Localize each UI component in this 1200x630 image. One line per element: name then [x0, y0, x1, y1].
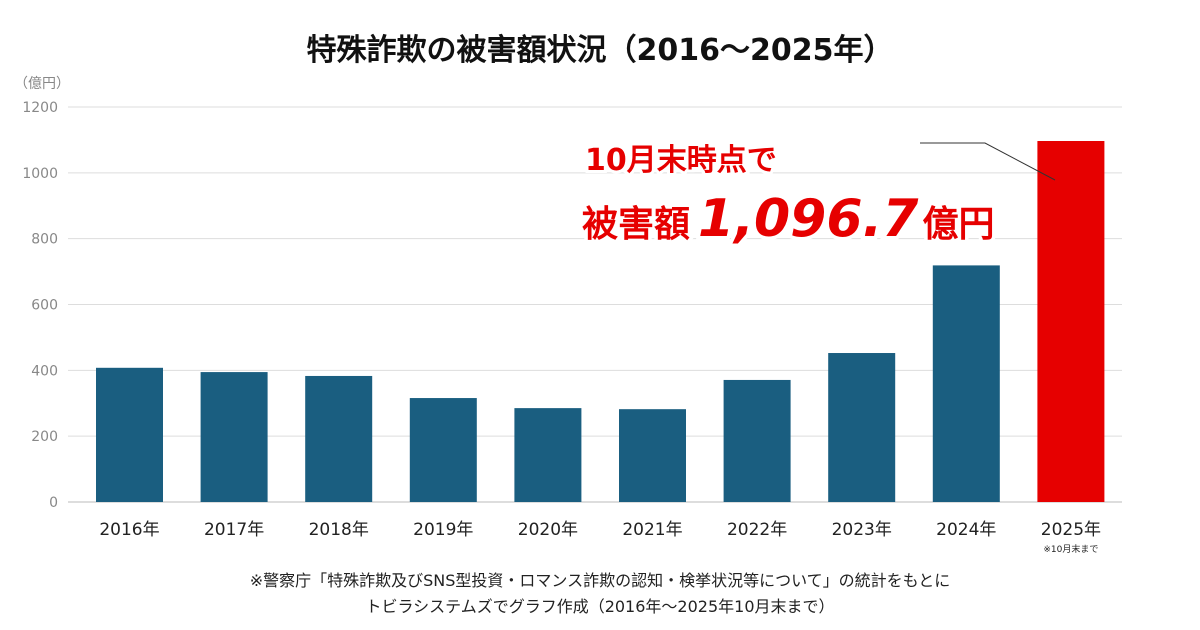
y-tick-label: 600 — [31, 298, 58, 314]
annotation-line2: 被害額 1,096.7 億円 — [582, 189, 994, 249]
y-tick-label: 400 — [31, 363, 58, 379]
bar-2021年 — [619, 409, 686, 502]
bar-2025年 — [1037, 141, 1105, 502]
footnote-line1: ※警察庁「特殊詐欺及びSNS型投資・ロマンス詐欺の認知・検挙状況等について」の統… — [250, 571, 951, 590]
footnote-line2: トビラシステムズでグラフ作成（2016年〜2025年10月末まで） — [366, 597, 835, 616]
bar-2018年 — [305, 375, 373, 502]
y-tick-label: 0 — [49, 495, 58, 511]
bar-2022年 — [723, 379, 791, 502]
annotation-leader-line — [920, 142, 1056, 181]
bar-2024年 — [932, 265, 1000, 502]
x-tick-label: 2018年 — [309, 520, 369, 540]
bar-2023年 — [828, 353, 896, 502]
x-tick-label: 2023年 — [832, 520, 892, 540]
annotation-unit: 億円 — [922, 204, 994, 245]
annotation-value: 1,096.7 — [698, 189, 919, 249]
x-tick-label: 2020年 — [518, 520, 578, 540]
bar-2019年 — [409, 398, 477, 502]
y-tick-label: 200 — [31, 429, 58, 445]
x-tick-label: 2021年 — [622, 520, 682, 540]
y-tick-label: 1200 — [22, 100, 58, 116]
y-tick-label: 1000 — [22, 166, 58, 182]
bar-2016年 — [96, 367, 163, 502]
x-tick-label: 2024年 — [936, 520, 996, 540]
x-tick-label: 2017年 — [204, 520, 264, 540]
x-tick-label: 2025年 — [1041, 520, 1101, 540]
annotation-prefix: 被害額 — [582, 204, 690, 245]
chart-title: 特殊詐欺の被害額状況（2016〜2025年） — [307, 33, 894, 68]
x-tick-note: ※10月末まで — [1043, 543, 1098, 555]
x-tick-label: 2016年 — [99, 520, 159, 540]
x-tick-label: 2022年 — [727, 520, 787, 540]
bar-2020年 — [514, 408, 582, 502]
bar-2017年 — [200, 372, 268, 502]
y-tick-label: 800 — [31, 232, 58, 248]
annotation-line1: 10月末時点で — [585, 143, 777, 178]
x-tick-label: 2019年 — [413, 520, 473, 540]
y-axis-unit: （億円） — [14, 76, 70, 92]
